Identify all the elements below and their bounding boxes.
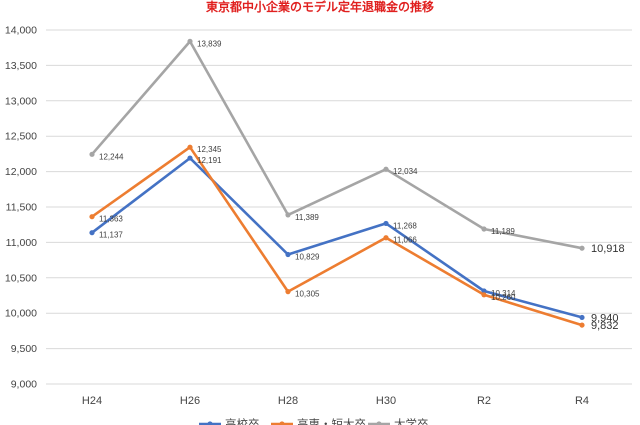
data-point bbox=[481, 292, 487, 298]
x-tick-label: R2 bbox=[477, 395, 491, 407]
data-label: 9,940 bbox=[591, 312, 619, 324]
data-labels: 11,137 12,191 10,829 11,268 10,314 9,940 11,36… bbox=[99, 39, 625, 332]
x-tick-label: H30 bbox=[376, 395, 396, 407]
y-tick-label: 12,500 bbox=[5, 131, 37, 143]
data-label: 11,137 bbox=[99, 231, 123, 240]
chart-title: 東京都中小企業のモデル定年退職金の推移 bbox=[206, 0, 434, 14]
data-label: 12,345 bbox=[197, 145, 222, 154]
data-point bbox=[285, 289, 291, 295]
legend: 高校卒 高専・短大卒 大学卒 bbox=[199, 417, 429, 425]
data-label: 11,189 bbox=[491, 227, 515, 236]
data-point bbox=[579, 245, 585, 251]
legend-marker bbox=[207, 421, 213, 425]
legend-marker bbox=[279, 421, 285, 425]
data-point bbox=[383, 235, 389, 241]
series-line-1 bbox=[90, 156, 584, 319]
data-point bbox=[579, 314, 585, 321]
data-point bbox=[89, 230, 95, 236]
data-label: 10,829 bbox=[295, 253, 320, 262]
data-point bbox=[481, 226, 487, 232]
data-label: 9,832 bbox=[591, 320, 619, 332]
data-label: 12,191 bbox=[197, 156, 222, 165]
data-point bbox=[187, 144, 193, 150]
data-label: 10,260 bbox=[491, 293, 516, 302]
y-tick-label: 11,500 bbox=[6, 202, 37, 214]
x-tick-label: R4 bbox=[575, 395, 589, 407]
y-tick-label: 9,000 bbox=[11, 379, 37, 391]
data-point bbox=[383, 166, 389, 172]
series-line-3 bbox=[90, 40, 584, 250]
legend-label: 大学卒 bbox=[394, 417, 429, 425]
grid-lines bbox=[46, 29, 632, 385]
data-label: 10,314 bbox=[491, 289, 516, 298]
y-tick-label: 9,500 bbox=[11, 343, 37, 355]
legend-label: 高専・短大卒 bbox=[297, 417, 366, 425]
data-label: 12,244 bbox=[99, 152, 124, 161]
data-point bbox=[187, 155, 193, 161]
y-tick-label: 13,500 bbox=[5, 60, 37, 72]
y-tick-label: 13,000 bbox=[5, 95, 37, 107]
data-label: 11,363 bbox=[99, 215, 123, 224]
data-point bbox=[89, 214, 95, 220]
data-label: 11,268 bbox=[393, 221, 417, 230]
x-axis-ticks: H24 H26 H28 H30 R2 R4 bbox=[82, 395, 589, 407]
data-label: 11,066 bbox=[393, 236, 417, 245]
data-point bbox=[579, 322, 585, 328]
data-point bbox=[89, 151, 95, 157]
data-label: 13,839 bbox=[197, 39, 222, 48]
y-tick-label: 10,500 bbox=[5, 272, 37, 284]
data-point bbox=[383, 220, 389, 227]
x-tick-label: H24 bbox=[82, 395, 102, 407]
data-label: 10,305 bbox=[295, 290, 320, 299]
x-tick-label: H26 bbox=[180, 395, 200, 407]
x-tick-label: H28 bbox=[278, 395, 298, 407]
legend-label: 高校卒 bbox=[225, 417, 260, 425]
series-line-2 bbox=[90, 145, 584, 327]
data-point bbox=[285, 212, 291, 218]
data-label: 11,389 bbox=[295, 213, 319, 222]
data-point bbox=[187, 38, 193, 44]
y-axis-ticks: 9,000 9,500 10,000 10,500 11,000 11,500 12,000… bbox=[5, 25, 37, 391]
y-tick-label: 14,000 bbox=[5, 25, 37, 37]
legend-marker bbox=[376, 421, 382, 425]
data-label: 10,918 bbox=[591, 243, 625, 255]
y-tick-label: 11,000 bbox=[6, 237, 37, 249]
data-label: 12,034 bbox=[393, 167, 418, 176]
y-tick-label: 12,000 bbox=[5, 166, 37, 178]
data-point bbox=[285, 251, 291, 258]
series-layer bbox=[89, 38, 585, 328]
data-point bbox=[481, 288, 487, 294]
y-tick-label: 10,000 bbox=[5, 308, 37, 320]
